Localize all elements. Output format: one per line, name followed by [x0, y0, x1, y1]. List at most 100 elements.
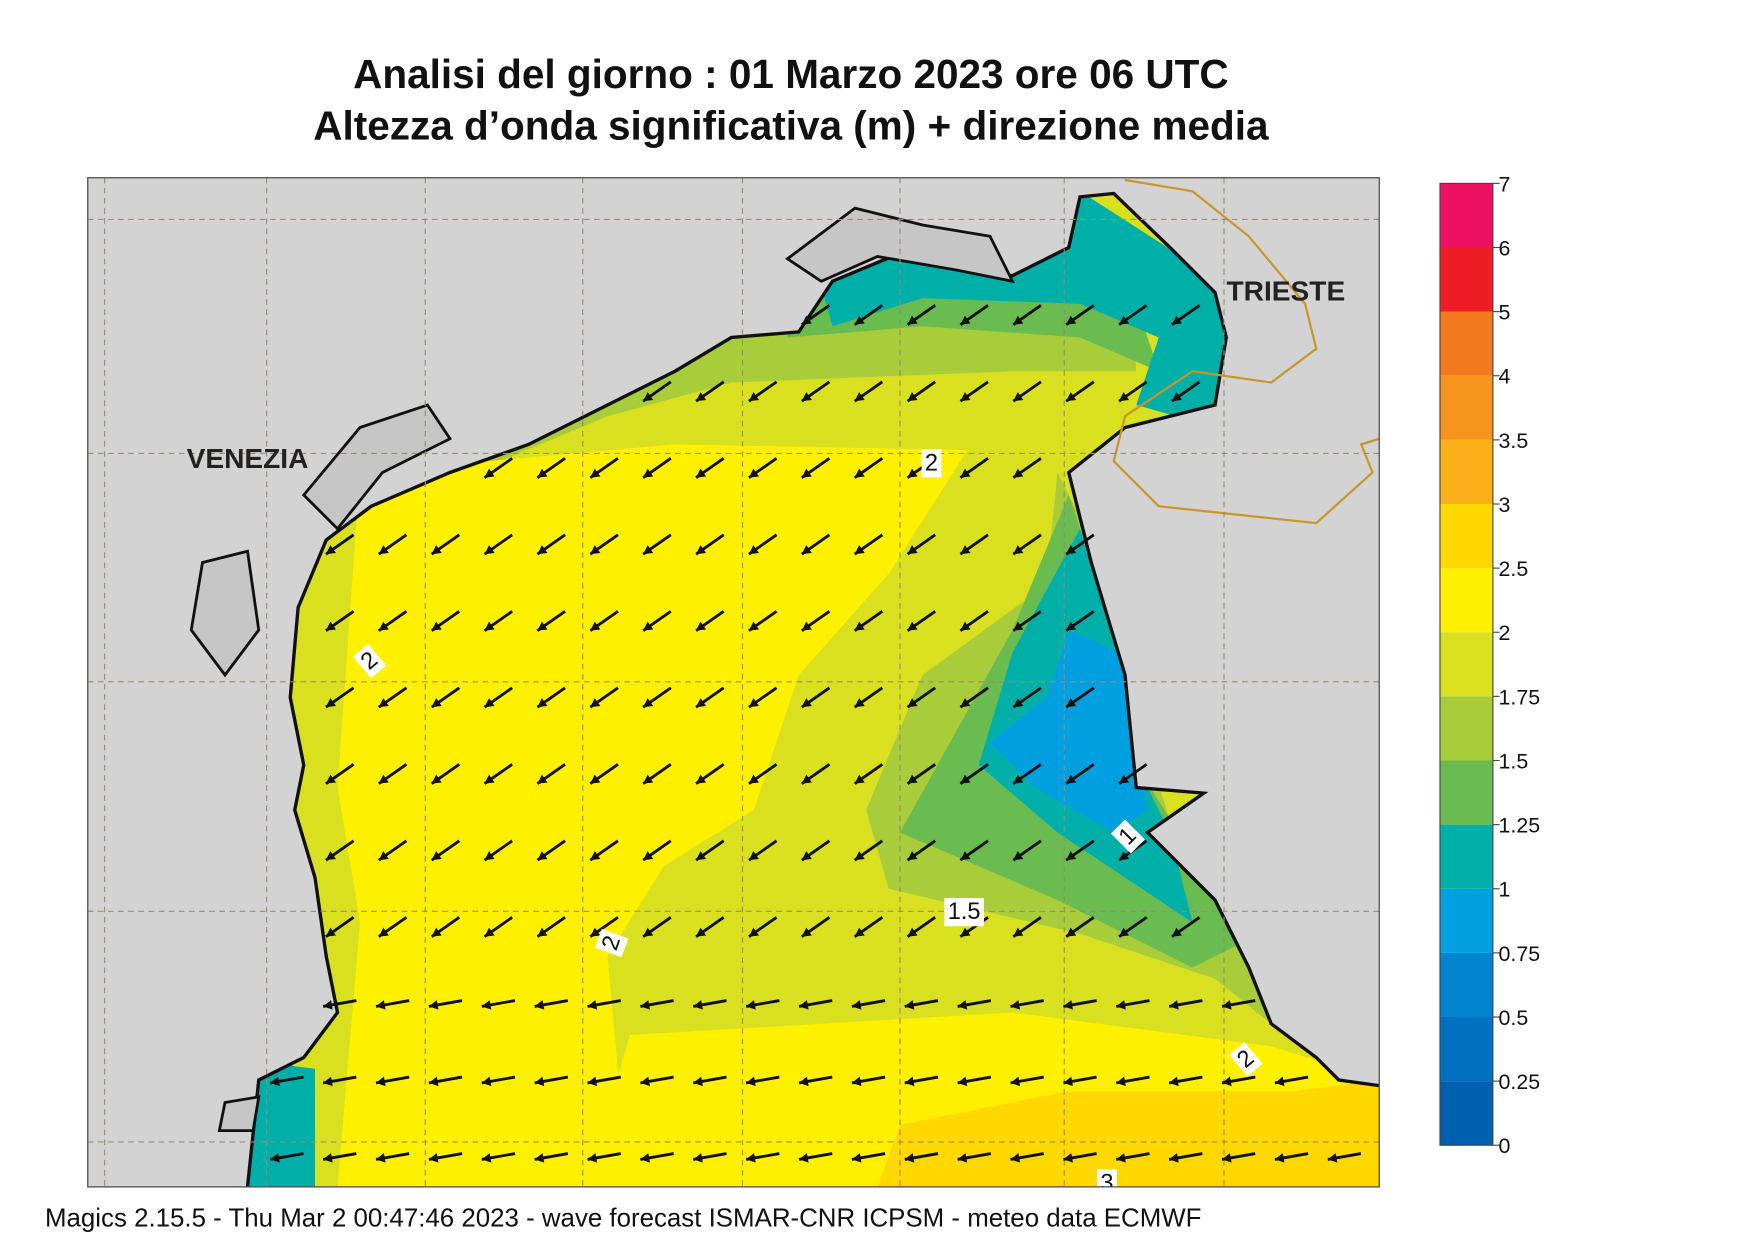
colorbar-frame: [1439, 182, 1494, 1146]
footer: Magics 2.15.5 - Thu Mar 2 00:47:46 2023 …: [45, 1204, 1201, 1232]
colorbar-swatch: [1440, 760, 1493, 825]
wave-arrow-head: [378, 621, 389, 631]
wave-arrow-head: [696, 698, 707, 708]
colorbar-swatch: [1440, 888, 1493, 953]
wave-arrow-head: [537, 468, 548, 478]
wave-arrow-head: [960, 698, 971, 708]
wave-arrow-head: [960, 392, 971, 402]
contour-label-box: [1229, 1042, 1263, 1077]
wave-arrow-head: [643, 468, 654, 478]
wave-arrow-head: [1169, 1153, 1179, 1163]
map: VENEZIA TRIESTE 2 2 2 1.5 1 2 3: [87, 177, 1380, 1187]
wave-arrow-head: [799, 1153, 809, 1163]
wave-arrow-head: [696, 621, 707, 631]
wave-arrow-head: [323, 1153, 333, 1163]
wave-arrow-head: [431, 927, 442, 937]
wave-arrow-head: [481, 1076, 492, 1087]
contour-label-box: [921, 449, 942, 478]
zone-25-3: [877, 1080, 1380, 1187]
colorbar-label: 0.25: [1499, 1070, 1541, 1094]
colorbar-swatch: [1440, 504, 1493, 569]
wave-arrow-head: [378, 698, 389, 708]
wave-arrow-head: [590, 545, 601, 555]
wave-arrow-head: [748, 392, 759, 402]
wave-arrow-head: [1327, 1153, 1338, 1163]
wave-arrow-head: [537, 927, 548, 937]
wave-arrow-head: [640, 1076, 650, 1087]
arrows: [270, 304, 1362, 1163]
wave-arrow-head: [854, 927, 865, 937]
wave-arrow-head: [643, 545, 654, 555]
wave-arrow-head: [799, 1076, 809, 1087]
wave-arrow-head: [1013, 392, 1024, 402]
wave-arrow-head: [484, 927, 495, 937]
colorbar-swatch: [1440, 632, 1493, 697]
wave-arrow-head: [801, 774, 812, 784]
colorbar-label: 2: [1499, 621, 1511, 645]
wave-arrow-head: [851, 1153, 862, 1163]
wave-arrow-head: [534, 1153, 545, 1163]
wave-arrow-head: [325, 851, 336, 861]
wave-arrow-head: [960, 851, 971, 861]
wave-arrow-head: [801, 315, 812, 325]
wave-arrow-head: [325, 774, 336, 784]
colorbar-label: 4: [1499, 365, 1511, 389]
graticule: [87, 177, 1380, 1187]
colorbar-label: 0: [1499, 1134, 1511, 1158]
colorbar-swatch: [1440, 183, 1493, 248]
wave-arrow-head: [1119, 927, 1130, 937]
wave-arrow-head: [696, 468, 707, 478]
colorbar-label: 1.5: [1499, 749, 1529, 773]
wave-arrow-head: [801, 392, 812, 402]
wave-arrow-head: [376, 1153, 386, 1163]
wave-arrow-head: [854, 621, 865, 631]
wave-arrow-head: [643, 927, 654, 937]
zone-075-1: [990, 630, 1148, 833]
colorbar-label: 0.75: [1499, 942, 1541, 966]
wave-arrow-head: [484, 851, 495, 861]
colorbar-swatch: [1440, 1017, 1493, 1082]
wave-arrow-head: [1066, 621, 1077, 631]
wave-arrow-head: [1063, 1153, 1073, 1163]
wave-arrow-head: [1171, 392, 1182, 402]
wave-arrow-head: [376, 1076, 386, 1087]
wave-arrow-head: [378, 927, 389, 937]
colorbar-label: 2.5: [1499, 557, 1529, 581]
colorbar-label: 1.25: [1499, 814, 1541, 838]
wave-arrow-head: [907, 774, 918, 784]
wave-arrow-head: [1119, 315, 1130, 325]
wave-arrow-head: [590, 698, 601, 708]
wave-arrow-head: [534, 1076, 545, 1087]
wave-arrow-head: [801, 545, 812, 555]
contour-label-box: [1110, 819, 1145, 854]
wave-arrow-head: [1119, 774, 1130, 784]
wave-arrow-head: [376, 1000, 386, 1010]
colorbar-swatch: [1440, 568, 1493, 633]
wave-arrow-head: [643, 698, 654, 708]
colorbar-swatch: [1440, 375, 1493, 440]
wave-arrow-head: [851, 1000, 862, 1010]
wave-arrow-head: [748, 774, 759, 784]
contour-label-box: [1097, 1169, 1117, 1187]
wave-arrow-head: [590, 774, 601, 784]
wave-arrow-head: [748, 468, 759, 478]
wave-arrow-head: [1013, 774, 1024, 784]
wave-arrow-head: [643, 774, 654, 784]
wave-arrow-head: [1171, 315, 1182, 325]
wave-arrow-head: [1010, 1076, 1021, 1087]
wave-arrow-head: [484, 774, 495, 784]
wave-arrow-head: [1119, 392, 1130, 402]
wave-arrow-head: [693, 1153, 703, 1163]
wave-arrow-head: [537, 621, 548, 631]
wave-arrow-head: [378, 774, 389, 784]
colorbar-swatch: [1440, 311, 1493, 376]
wave-arrow-head: [748, 621, 759, 631]
wave-arrow-head: [960, 774, 971, 784]
wave-arrow-head: [854, 851, 865, 861]
wave-arrow-head: [1274, 1153, 1285, 1163]
wave-arrow-head: [643, 392, 654, 402]
wave-arrow-head: [534, 1000, 545, 1010]
wave-arrow-head: [378, 545, 389, 555]
wave-arrow-head: [484, 621, 495, 631]
